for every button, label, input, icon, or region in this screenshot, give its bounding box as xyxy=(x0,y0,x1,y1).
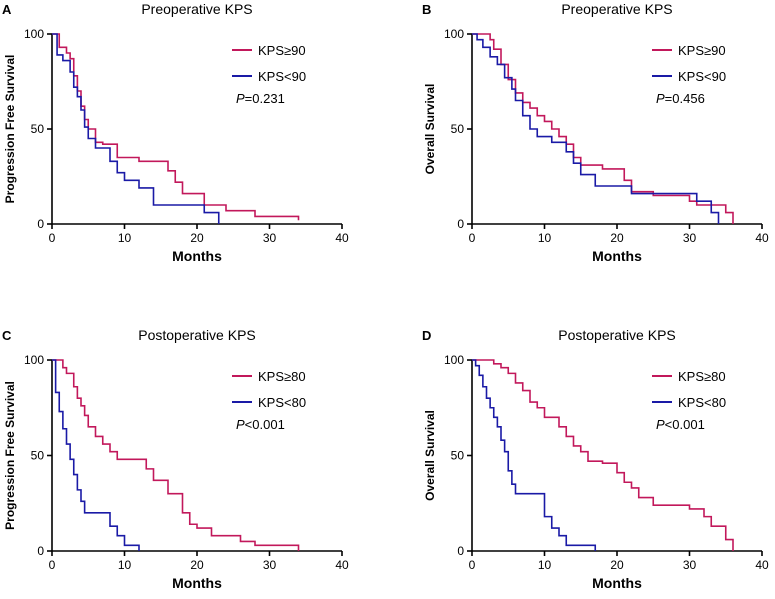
x-tick-label: 20 xyxy=(610,231,624,245)
x-tick-label: 30 xyxy=(683,558,697,572)
y-tick-label: 100 xyxy=(444,27,464,41)
chart-title: Preoperative KPS xyxy=(141,1,252,17)
y-axis-label: Overall Survival xyxy=(423,410,437,501)
panel-letter: C xyxy=(2,328,12,343)
p-value: P<0.001 xyxy=(656,417,705,432)
chart-title: Postoperative KPS xyxy=(138,327,256,343)
p-value: P<0.001 xyxy=(236,417,285,432)
series-line-low xyxy=(472,359,597,551)
y-tick-label: 50 xyxy=(31,122,45,136)
p-symbol: P xyxy=(656,91,665,106)
panel-a: A Preoperative KPS 0 10 20 30 40 0 50 100 Months Pr… xyxy=(2,1,349,264)
x-tick-label: 40 xyxy=(755,558,769,572)
x-tick-label: 0 xyxy=(49,558,56,572)
x-tick-label: 40 xyxy=(335,558,349,572)
x-tick-label: 10 xyxy=(118,558,132,572)
panel-c: C Postoperative KPS 0 10 20 30 40 0 50 100 Months P… xyxy=(2,327,349,591)
y-tick-label: 100 xyxy=(24,27,44,41)
panel-d: D Postoperative KPS 0 10 20 30 40 0 50 100 Months O… xyxy=(422,327,769,591)
x-tick-label: 30 xyxy=(263,558,277,572)
series-line-high xyxy=(472,33,734,224)
x-tick-label: 10 xyxy=(118,231,132,245)
p-value-text: =0.456 xyxy=(665,91,705,106)
x-tick-label: 20 xyxy=(190,558,204,572)
p-value-text: =0.231 xyxy=(245,91,285,106)
x-axis-label: Months xyxy=(172,575,222,591)
panel-letter: B xyxy=(422,2,431,17)
series-line-low xyxy=(472,33,720,224)
legend-label-high: KPS≥80 xyxy=(258,369,306,384)
p-value: P=0.231 xyxy=(236,91,285,106)
p-symbol: P xyxy=(236,417,245,432)
chart-title: Preoperative KPS xyxy=(561,1,672,17)
x-tick-label: 0 xyxy=(469,558,476,572)
y-tick-label: 50 xyxy=(31,449,45,463)
legend-label-low: KPS<80 xyxy=(678,395,726,410)
x-tick-label: 30 xyxy=(683,231,697,245)
legend-label-high: KPS≥80 xyxy=(678,369,726,384)
series-line-high xyxy=(52,359,300,551)
x-axis-label: Months xyxy=(592,575,642,591)
p-value-text: <0.001 xyxy=(665,417,705,432)
y-tick-label: 50 xyxy=(451,449,465,463)
y-tick-label: 100 xyxy=(444,353,464,367)
y-axis-label: Progression Free Survival xyxy=(3,55,17,204)
x-tick-label: 40 xyxy=(335,231,349,245)
y-axis-label: Progression Free Survival xyxy=(3,381,17,530)
panel-letter: A xyxy=(2,2,12,17)
legend-label-high: KPS≥90 xyxy=(678,43,726,58)
y-tick-label: 0 xyxy=(37,544,44,558)
p-value: P=0.456 xyxy=(656,91,705,106)
x-tick-label: 20 xyxy=(190,231,204,245)
x-tick-label: 10 xyxy=(538,231,552,245)
y-tick-label: 0 xyxy=(37,217,44,231)
y-tick-label: 0 xyxy=(457,217,464,231)
y-tick-label: 100 xyxy=(24,353,44,367)
x-tick-label: 10 xyxy=(538,558,552,572)
legend-label-low: KPS<90 xyxy=(258,69,306,84)
series-line-high xyxy=(52,33,300,221)
panel-b: B Preoperative KPS 0 10 20 30 40 0 50 100 Months Ov… xyxy=(422,1,769,264)
p-symbol: P xyxy=(656,417,665,432)
p-symbol: P xyxy=(236,91,245,106)
x-tick-label: 0 xyxy=(469,231,476,245)
series-line-low xyxy=(52,33,220,224)
panel-letter: D xyxy=(422,328,431,343)
x-axis-label: Months xyxy=(172,248,222,264)
y-axis-label: Overall Survival xyxy=(423,84,437,175)
legend-label-low: KPS<90 xyxy=(678,69,726,84)
x-tick-label: 0 xyxy=(49,231,56,245)
x-tick-label: 30 xyxy=(263,231,277,245)
x-tick-label: 40 xyxy=(755,231,769,245)
x-axis-label: Months xyxy=(592,248,642,264)
series-line-high xyxy=(472,359,734,551)
series-line-low xyxy=(52,359,140,551)
p-value-text: <0.001 xyxy=(245,417,285,432)
legend-label-low: KPS<80 xyxy=(258,395,306,410)
legend-label-high: KPS≥90 xyxy=(258,43,306,58)
y-tick-label: 0 xyxy=(457,544,464,558)
chart-title: Postoperative KPS xyxy=(558,327,676,343)
x-tick-label: 20 xyxy=(610,558,624,572)
y-tick-label: 50 xyxy=(451,122,465,136)
